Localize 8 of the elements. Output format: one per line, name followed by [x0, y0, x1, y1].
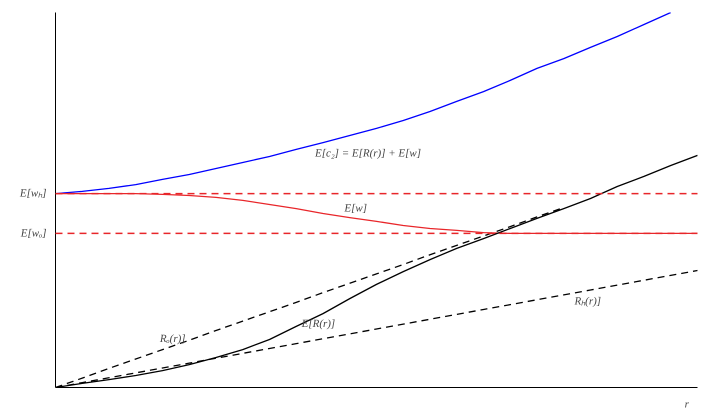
x-axis-title: r [684, 398, 690, 410]
series-label: Rₕ(r)] [573, 295, 602, 308]
series-label: Rₒ(r)] [158, 332, 186, 345]
ref-line-label: E[wₒ] [20, 227, 47, 240]
series-label: E[c₂] = E[R(r)] + E[w] [314, 148, 422, 160]
series-label: E[R(r)] [300, 318, 336, 330]
ref-line-label: E[wₕ] [18, 188, 47, 200]
series-label: E[w] [343, 202, 368, 214]
